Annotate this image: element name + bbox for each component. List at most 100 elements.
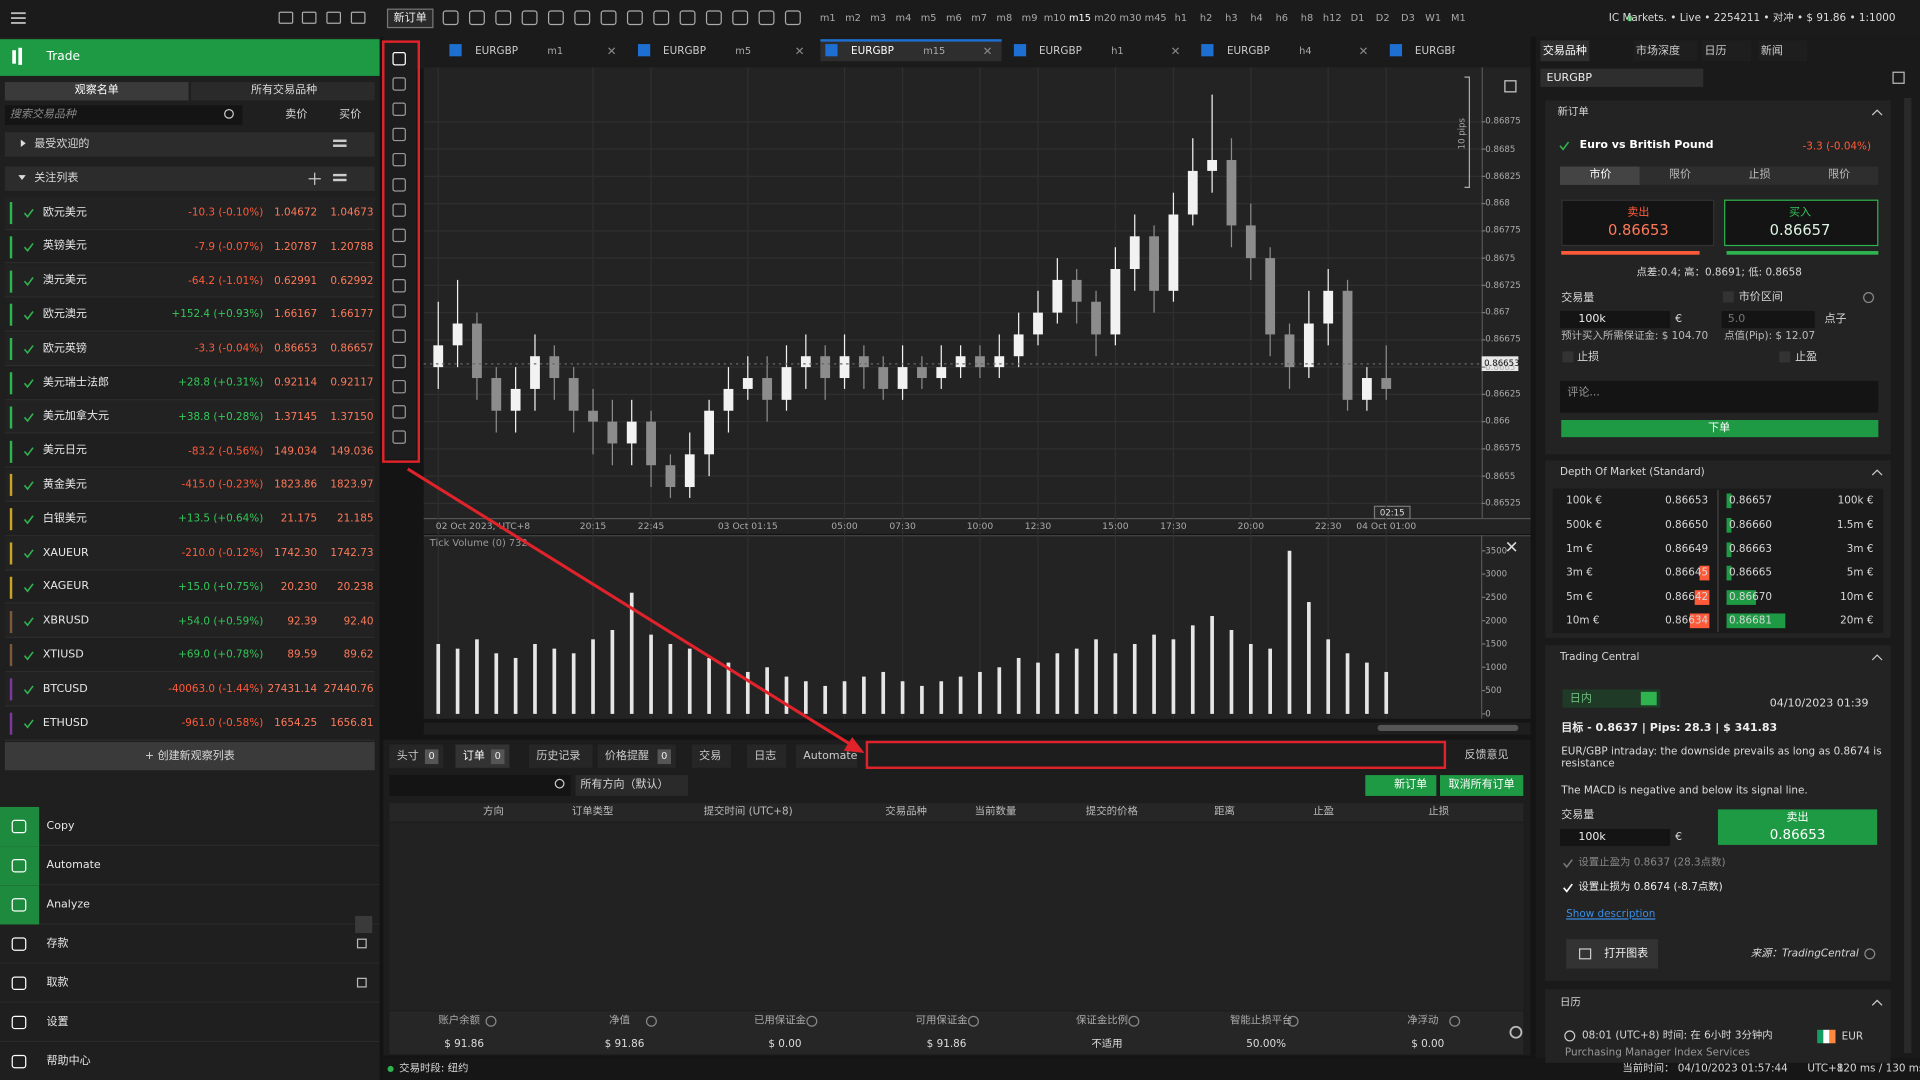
checkbox[interactable] [1779,351,1791,363]
orders-tab[interactable] [795,744,858,768]
watchlist-item[interactable] [4,196,375,230]
orders-tab[interactable] [528,744,593,768]
symbol-dropdown[interactable] [1540,68,1704,87]
symbol-select[interactable]: EURGBP [1546,71,1592,84]
comment-input[interactable] [1560,380,1879,413]
sell-button[interactable] [1561,199,1715,247]
timeframe-button[interactable]: m4 [895,12,912,24]
timeframe-button[interactable]: h1 [1174,12,1188,24]
new-order-label[interactable]: 新订单 [393,11,427,24]
timeframe-button[interactable]: m8 [996,12,1013,24]
tab-label[interactable]: 观察名单 [74,83,119,97]
nav-label[interactable]: 取款 [46,976,69,989]
orders-tab[interactable] [746,744,787,768]
checkbox[interactable] [1562,351,1574,363]
order-type-tab[interactable]: 限价 [1828,168,1851,181]
timeframe-button[interactable]: h3 [1225,12,1238,24]
timeframe-button[interactable]: h12 [1322,12,1342,24]
new-order-button[interactable] [386,8,434,29]
orders-tab-label[interactable]: 价格提醒 [604,750,649,763]
chart-tab-symbol[interactable]: EURGBP [1038,45,1082,58]
cancel-all-button[interactable] [1440,775,1524,796]
right-tab[interactable] [1540,40,1590,62]
watchlist-item[interactable] [4,230,375,264]
right-tab-label[interactable]: 日历 [1704,44,1727,58]
right-tab-label[interactable]: 交易品种 [1542,44,1587,58]
timeframe-button[interactable]: W1 [1425,12,1442,24]
chart-tab-symbol[interactable]: EURGBP [663,45,706,58]
chart-tab-symbol[interactable]: EURGBP [475,45,519,58]
timeframe-button[interactable]: M1 [1451,12,1466,24]
nav-item[interactable] [0,885,380,925]
orders-tab-label[interactable]: 交易 [699,750,722,763]
right-tab[interactable] [1702,40,1752,62]
show-description-link[interactable]: Show description [1566,908,1656,921]
chart-tab-timeframe[interactable]: m5 [735,45,752,57]
scroll-thumb[interactable] [1377,724,1519,732]
right-tab[interactable] [1758,40,1808,62]
order-type-tab[interactable]: 止损 [1748,168,1771,181]
orders-tab-label[interactable]: 订单 [462,750,485,763]
nav-item[interactable] [0,846,380,886]
orders-tab[interactable] [597,744,676,768]
trade-header[interactable] [0,39,380,76]
nav-label[interactable]: 帮助中心 [46,1055,91,1068]
nav-label[interactable]: 存款 [46,937,69,950]
orders-tab-label[interactable]: 日志 [754,750,777,763]
tab-label[interactable]: 所有交易品种 [251,83,318,97]
watchlist-item[interactable] [4,434,375,468]
timeframe-button[interactable]: m5 [920,12,937,24]
timeframe-button[interactable]: D2 [1375,12,1390,24]
nav-item[interactable] [0,963,380,1003]
tab[interactable] [191,82,375,101]
direction-dropdown[interactable] [575,775,689,796]
chart-tab-timeframe[interactable]: m15 [923,45,946,57]
chart-tab-active[interactable] [820,39,1002,62]
watchlist-item[interactable] [4,264,375,298]
orders-tab-label[interactable]: 头寸 [396,750,419,763]
orders-tab[interactable] [691,744,732,768]
timeframe-button[interactable]: m1 [819,12,836,24]
watchlist-item[interactable] [4,366,375,400]
chart-tab-symbol[interactable]: EURGBP [1414,45,1455,58]
buy-button[interactable] [1724,199,1879,247]
watchlist-item[interactable] [4,468,375,502]
timeframe-button[interactable]: h8 [1300,12,1314,24]
chart-tab-timeframe[interactable]: h1 [1111,45,1124,57]
chart-tab-timeframe[interactable]: h4 [1299,45,1312,57]
timeframe-button[interactable]: h4 [1250,12,1263,24]
timeframe-button[interactable]: h6 [1275,12,1289,24]
timeframe-button[interactable]: m2 [845,12,861,24]
nav-item[interactable] [0,806,380,847]
watchlist-item[interactable] [4,570,375,605]
collapse-button[interactable] [355,915,373,934]
orders-tab-label[interactable]: Automate [803,750,858,763]
timeframe-button[interactable]: m10 [1043,12,1066,24]
new-order-label[interactable]: 新订单 [1394,778,1428,791]
submit-label[interactable]: 下单 [1708,421,1731,435]
range-input[interactable] [1721,311,1815,329]
create-watchlist-button[interactable] [4,742,375,771]
submit-button[interactable] [1561,420,1879,438]
favorites-row[interactable] [4,132,375,157]
order-type-tab[interactable]: 限价 [1668,168,1692,181]
timeframe-button[interactable]: m15 [1068,12,1092,24]
cancel-all-label[interactable]: 取消所有订单 [1448,778,1515,791]
direction-filter[interactable]: 所有方向（默认） [580,778,669,791]
watchlist-item[interactable] [4,673,375,707]
timeframe-button[interactable]: m20 [1094,12,1117,24]
nav-label[interactable]: Analyze [46,898,90,911]
timeframe-button[interactable]: D1 [1350,12,1365,24]
watchlist-item[interactable] [4,332,375,366]
checkbox[interactable] [1722,291,1734,303]
watchlist-item[interactable] [4,639,375,673]
watchlist-item[interactable] [4,400,375,434]
nav-item[interactable] [0,924,380,964]
order-type-tab[interactable]: 市价 [1589,168,1612,181]
nav-item[interactable] [0,1042,380,1080]
search-box[interactable] [4,105,243,125]
volume-input[interactable] [1560,311,1671,329]
timeframe-button[interactable]: m3 [870,12,887,24]
watchlist-item[interactable] [4,298,375,332]
timeframe-button[interactable]: h2 [1199,12,1213,24]
